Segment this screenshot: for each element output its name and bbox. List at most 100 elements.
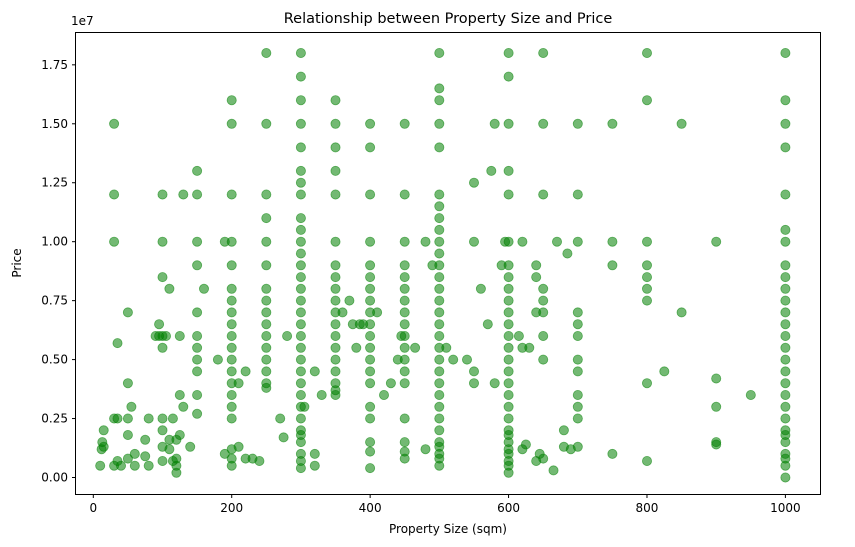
x-tick-label: 200 (220, 501, 243, 515)
data-point (780, 236, 791, 247)
data-point (330, 354, 341, 365)
data-point (434, 460, 445, 471)
data-point (295, 95, 306, 106)
data-point (642, 236, 653, 247)
data-point (261, 295, 272, 306)
data-point (192, 354, 203, 365)
data-point (192, 330, 203, 341)
data-point (503, 342, 514, 353)
data-point (572, 366, 583, 377)
data-point (434, 236, 445, 247)
data-point (275, 413, 286, 424)
data-point (157, 236, 168, 247)
data-point (520, 439, 531, 450)
data-point (642, 378, 653, 389)
data-point (330, 165, 341, 176)
data-point (226, 189, 237, 200)
data-point (503, 354, 514, 365)
data-point (538, 354, 549, 365)
data-point (122, 413, 133, 424)
x-tick-label: 800 (636, 501, 659, 515)
data-point (295, 330, 306, 341)
data-point (109, 118, 120, 129)
data-point (572, 330, 583, 341)
data-point (434, 272, 445, 283)
data-point (745, 389, 756, 400)
data-point (434, 48, 445, 59)
data-point (434, 354, 445, 365)
data-point (226, 295, 237, 306)
data-point (780, 401, 791, 412)
data-point (309, 448, 320, 459)
data-point (513, 330, 524, 341)
data-point (711, 401, 722, 412)
data-point (711, 439, 722, 450)
y-tick-label: 1.00 (41, 235, 68, 249)
data-point (780, 354, 791, 365)
data-point (780, 48, 791, 59)
data-point (538, 48, 549, 59)
data-point (261, 260, 272, 271)
data-point (365, 413, 376, 424)
data-point (434, 378, 445, 389)
data-point (538, 295, 549, 306)
data-point (140, 451, 151, 462)
data-point (489, 118, 500, 129)
data-point (365, 142, 376, 153)
data-point (434, 83, 445, 94)
data-point (399, 236, 410, 247)
data-point (129, 448, 140, 459)
data-point (261, 307, 272, 318)
data-point (399, 453, 410, 464)
data-point (295, 165, 306, 176)
data-point (420, 444, 431, 455)
data-point (711, 373, 722, 384)
data-point (261, 319, 272, 330)
data-point (441, 342, 452, 353)
data-point (122, 453, 133, 464)
data-point (109, 189, 120, 200)
data-point (233, 378, 244, 389)
data-point (434, 295, 445, 306)
data-point (185, 441, 196, 452)
data-point (399, 330, 410, 341)
data-point (295, 189, 306, 200)
data-point (330, 342, 341, 353)
data-point (344, 295, 355, 306)
data-point (351, 342, 362, 353)
data-point (399, 118, 410, 129)
x-axis-ticks: 0 200 400 600 800 1000 (89, 494, 801, 515)
data-point (538, 189, 549, 200)
data-point (780, 389, 791, 400)
data-point (434, 118, 445, 129)
data-point (261, 48, 272, 59)
data-point (572, 441, 583, 452)
y-axis-ticks: 0.00 0.25 0.50 0.75 1.00 1.25 1.50 1.75 (41, 58, 76, 484)
data-point (676, 118, 687, 129)
data-point (378, 389, 389, 400)
data-point (434, 95, 445, 106)
data-point (164, 444, 175, 455)
y-tick-label: 0.50 (41, 353, 68, 367)
data-point (330, 272, 341, 283)
data-point (434, 425, 445, 436)
data-point (399, 272, 410, 283)
data-point (226, 283, 237, 294)
data-point (434, 248, 445, 259)
data-point (295, 319, 306, 330)
data-point (330, 260, 341, 271)
data-point (659, 366, 670, 377)
data-point (330, 366, 341, 377)
data-point (261, 236, 272, 247)
data-point (316, 389, 327, 400)
data-point (295, 272, 306, 283)
data-point (174, 429, 185, 440)
data-point (295, 260, 306, 271)
data-point (434, 401, 445, 412)
data-point (420, 236, 431, 247)
data-point (503, 330, 514, 341)
data-point (780, 272, 791, 283)
data-point (434, 413, 445, 424)
data-point (399, 189, 410, 200)
data-point (226, 354, 237, 365)
